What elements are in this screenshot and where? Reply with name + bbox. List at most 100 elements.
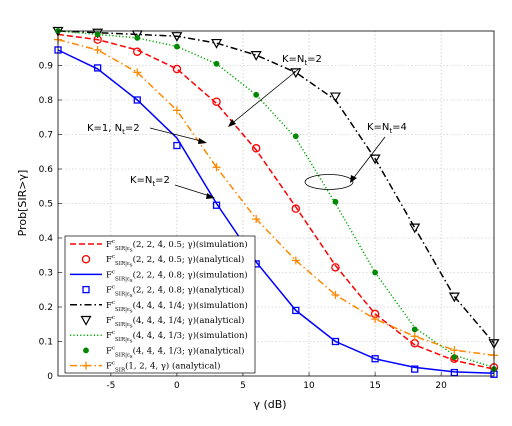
series-6-marker	[171, 32, 183, 42]
x-tick-label: 10	[303, 381, 315, 391]
series-8-marker	[174, 43, 180, 50]
x-tick-labels: -5 0 5 10 15 20	[106, 381, 447, 391]
series-9-marker	[93, 45, 102, 54]
series-4-marker	[93, 64, 102, 72]
series-2-marker	[251, 144, 261, 153]
series-4-marker	[371, 355, 379, 363]
series-8-marker	[451, 354, 458, 360]
series-8-marker	[213, 60, 220, 67]
series-9-marker	[252, 215, 261, 224]
y-tick-label: 0.6	[39, 165, 54, 175]
y-tick-label: 0.7	[39, 131, 53, 141]
series-6-marker	[409, 223, 421, 234]
annotation-right: K=Nt=4	[367, 122, 407, 135]
series-markers	[52, 26, 500, 378]
series-line-5	[57, 30, 495, 344]
series-6-marker	[448, 292, 460, 303]
series-4-marker	[331, 337, 340, 346]
series-4-marker	[133, 96, 141, 104]
legend-label: FcSIR|εs(4, 4, 4, 1/3; γ)(simulation)	[106, 330, 248, 345]
legend-swatch-marker	[81, 254, 91, 264]
series-2-marker	[291, 204, 301, 213]
series-line-3	[57, 49, 495, 374]
x-tick-label: 20	[435, 381, 447, 391]
y-tick-label: 0.1	[39, 338, 53, 348]
series-4-marker	[450, 368, 459, 377]
annotation-ellipse	[304, 174, 354, 190]
arrow-right	[351, 136, 386, 181]
y-tick-label: 0.4	[39, 234, 54, 244]
arrow-right-head	[350, 175, 357, 183]
arrow-top	[229, 67, 301, 126]
x-axis-label: γ (dB)	[253, 398, 286, 411]
arrow-left	[149, 127, 206, 143]
series-6-marker	[211, 38, 223, 49]
legend: FcSIR|εs(2, 2, 4, 0.5; γ)(simulation)FcS…	[70, 239, 248, 374]
series-2-marker	[172, 64, 182, 74]
series-9-marker	[212, 163, 221, 172]
legend-label: FcSIR(1, 2, 4, γ) (analytical)	[106, 361, 220, 374]
legend-label: FcSIR|εs(2, 2, 4, 0.5; γ)(simulation)	[106, 239, 248, 254]
series-6-marker	[329, 92, 341, 103]
arrow-top-head	[228, 119, 236, 127]
series-4-marker	[173, 141, 181, 150]
series-8-marker	[134, 35, 141, 41]
series-line-9	[57, 38, 495, 357]
y-tick-label: 0.9	[39, 62, 54, 72]
series-4-marker	[292, 306, 300, 315]
series-6-marker	[290, 68, 302, 79]
series-9-marker	[291, 256, 300, 265]
y-tick-label: 0.3	[39, 269, 53, 279]
series-9-marker	[450, 346, 459, 355]
series-9-marker	[331, 290, 340, 299]
annotations: K=Nt=2 K=1, Nt=2 K=Nt=2 K=Nt=4	[87, 54, 407, 199]
legend-label: FcSIR|εs(2, 2, 4, 0.5; γ)(analytical)	[106, 254, 244, 269]
legend-label: FcSIR|εs(2, 2, 4, 0.8; γ)(analytical)	[106, 285, 244, 300]
x-tick-label: -5	[106, 381, 115, 391]
series-8-marker	[253, 91, 260, 98]
series-2-marker	[133, 47, 142, 56]
y-tick-label: 0.8	[39, 96, 54, 106]
arrow-mid-head	[206, 193, 215, 199]
x-tick-label: 15	[369, 381, 380, 391]
series-2-marker	[331, 263, 340, 272]
legend-swatch-marker	[80, 315, 92, 326]
series-9-marker	[172, 106, 181, 115]
annotation-top: K=Nt=2	[282, 54, 322, 67]
series-4-marker	[212, 201, 221, 209]
series-line-1	[57, 33, 495, 370]
y-tick-labels: 0.1 0.2 0.3 0.4 0.5 0.6 0.7 0.8 0.9 0	[39, 62, 54, 383]
series-9-marker	[410, 332, 419, 341]
series-lines	[57, 30, 495, 374]
arrow-left-head	[198, 138, 207, 144]
annotation-left: K=1, Nt=2	[87, 123, 140, 136]
series-8-marker	[372, 269, 378, 276]
legend-label: FcSIR|εs(2, 2, 4, 0.8; γ)(simulation)	[106, 269, 248, 284]
series-9-marker	[371, 315, 380, 324]
series-9-marker	[133, 68, 142, 77]
series-8-marker	[332, 198, 339, 205]
x-tick-label: 0	[174, 381, 180, 391]
legend-label: FcSIR|εs(4, 4, 4, 1/4; γ)(analytical)	[106, 315, 244, 330]
legend-swatch-marker	[82, 285, 90, 294]
y-axis-label: Prob[SIR>γ]	[16, 170, 29, 237]
legend-swatch-marker	[82, 361, 90, 370]
series-8-marker	[292, 133, 299, 140]
plot-frame	[57, 30, 495, 377]
series-2-marker	[212, 97, 221, 106]
series-6-marker	[369, 154, 381, 165]
legend-label: FcSIR|εs(4, 4, 4, 1/4; γ)(simulation)	[106, 300, 248, 315]
y-tick-label: 0.5	[39, 200, 53, 210]
series-4-marker	[411, 365, 419, 373]
x-tick-label: 5	[240, 381, 246, 391]
series-8-marker	[411, 326, 418, 333]
legend-box	[64, 235, 256, 374]
annotation-mid: K=Nt=2	[130, 175, 170, 188]
y-tick-label: 0.2	[39, 303, 53, 313]
series-6-marker	[250, 51, 262, 61]
grid	[58, 31, 494, 376]
y-tick-label: 0	[47, 372, 53, 382]
legend-swatch-marker	[83, 347, 89, 354]
legend-label: FcSIR|εs(4, 4, 4, 1/3; γ)(analytical)	[106, 345, 244, 360]
